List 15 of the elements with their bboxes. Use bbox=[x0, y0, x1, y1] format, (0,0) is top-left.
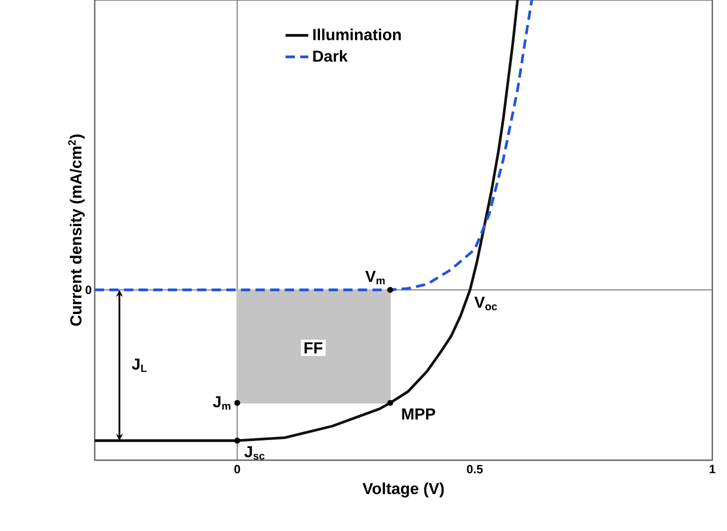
x-tick-label: 0 bbox=[234, 464, 240, 474]
x-axis-title: Voltage (V) bbox=[362, 482, 444, 498]
annotation: J$_{m}$ bbox=[212, 396, 230, 410]
annotation: V$_{m}$ bbox=[365, 270, 385, 284]
annotation: FF bbox=[304, 342, 322, 354]
annotation: J$_{sc}$ bbox=[244, 446, 265, 460]
legend-label: Illumination bbox=[313, 28, 401, 40]
annotation: J$_{L}$ bbox=[132, 358, 147, 372]
annotation: V$_{oc}$ bbox=[474, 296, 498, 310]
x-tick-label: 0.5 bbox=[466, 464, 483, 474]
legend-label: Dark bbox=[313, 50, 348, 62]
ref-line-label: 0 bbox=[86, 286, 92, 294]
y-axis-title: Current density (mA/cm$^{2}$) bbox=[68, 134, 85, 326]
x-tick-label: 1 bbox=[710, 464, 716, 474]
annotation: MPP bbox=[402, 408, 436, 420]
